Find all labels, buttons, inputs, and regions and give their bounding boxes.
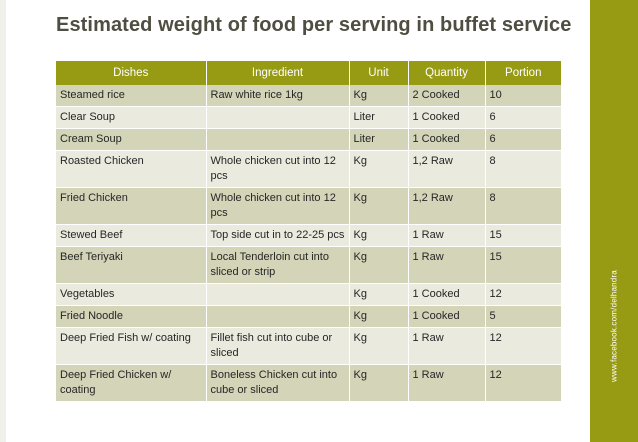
- header-quantity: Quantity: [408, 61, 486, 85]
- cell-portion: 5: [485, 305, 561, 328]
- cell-ingredient: [206, 106, 350, 129]
- cell-quantity: 1,2 Raw: [408, 150, 486, 188]
- table-row: Clear Soup Liter 1 Cooked 6: [56, 106, 561, 129]
- cell-dish: Deep Fried Fish w/ coating: [56, 327, 207, 365]
- table-row: Stewed Beef Top side cut in to 22-25 pcs…: [56, 224, 561, 247]
- cell-quantity: 1 Raw: [408, 224, 486, 247]
- table-row: Vegetables Kg 1 Cooked 12: [56, 283, 561, 306]
- cell-ingredient: Local Tenderloin cut into sliced or stri…: [206, 246, 350, 284]
- cell-quantity: 1 Raw: [408, 364, 486, 402]
- cell-dish: Fried Noodle: [56, 305, 207, 328]
- cell-dish: Roasted Chicken: [56, 150, 207, 188]
- cell-portion: 12: [485, 364, 561, 402]
- cell-portion: 12: [485, 327, 561, 365]
- buffet-weight-table: Dishes Ingredient Unit Quantity Portion …: [56, 61, 561, 402]
- cell-ingredient: [206, 128, 350, 151]
- sidebar-url-text: www.facebook.com/delhandra: [609, 270, 619, 382]
- cell-portion: 12: [485, 283, 561, 306]
- cell-dish: Beef Teriyaki: [56, 246, 207, 284]
- cell-ingredient: Raw white rice 1kg: [206, 85, 350, 107]
- cell-quantity: 1 Cooked: [408, 305, 486, 328]
- table-row: Deep Fried Chicken w/ coating Boneless C…: [56, 364, 561, 402]
- cell-ingredient: Whole chicken cut into 12 pcs: [206, 150, 350, 188]
- cell-dish: Stewed Beef: [56, 224, 207, 247]
- sidebar-text-container: www.facebook.com/delhandra: [590, 0, 638, 442]
- header-dishes: Dishes: [56, 61, 207, 85]
- cell-quantity: 1 Cooked: [408, 283, 486, 306]
- cell-quantity: 1 Raw: [408, 246, 486, 284]
- cell-unit: Kg: [349, 187, 409, 225]
- header-unit: Unit: [349, 61, 409, 85]
- cell-dish: Deep Fried Chicken w/ coating: [56, 364, 207, 402]
- cell-unit: Kg: [349, 150, 409, 188]
- table-row: Fried Chicken Whole chicken cut into 12 …: [56, 187, 561, 225]
- cell-ingredient: Fillet fish cut into cube or sliced: [206, 327, 350, 365]
- cell-portion: 8: [485, 150, 561, 188]
- cell-unit: Kg: [349, 246, 409, 284]
- cell-unit: Kg: [349, 283, 409, 306]
- cell-dish: Clear Soup: [56, 106, 207, 129]
- right-sidebar-band: [590, 0, 638, 442]
- cell-quantity: 1 Cooked: [408, 128, 486, 151]
- cell-unit: Kg: [349, 364, 409, 402]
- table-row: Fried Noodle Kg 1 Cooked 5: [56, 305, 561, 328]
- table-row: Roasted Chicken Whole chicken cut into 1…: [56, 150, 561, 188]
- cell-unit: Liter: [349, 106, 409, 129]
- cell-portion: 6: [485, 106, 561, 129]
- cell-quantity: 1 Cooked: [408, 106, 486, 129]
- header-ingredient: Ingredient: [206, 61, 350, 85]
- cell-dish: Vegetables: [56, 283, 207, 306]
- cell-ingredient: Top side cut in to 22-25 pcs: [206, 224, 350, 247]
- cell-ingredient: Boneless Chicken cut into cube or sliced: [206, 364, 350, 402]
- cell-portion: 8: [485, 187, 561, 225]
- table-row: Steamed rice Raw white rice 1kg Kg 2 Coo…: [56, 85, 561, 107]
- cell-ingredient: Whole chicken cut into 12 pcs: [206, 187, 350, 225]
- cell-portion: 15: [485, 224, 561, 247]
- cell-unit: Kg: [349, 305, 409, 328]
- cell-quantity: 2 Cooked: [408, 85, 486, 107]
- cell-dish: Steamed rice: [56, 85, 207, 107]
- cell-ingredient: [206, 305, 350, 328]
- cell-unit: Kg: [349, 85, 409, 107]
- cell-unit: Kg: [349, 327, 409, 365]
- page-title: Estimated weight of food per serving in …: [56, 14, 572, 36]
- cell-unit: Kg: [349, 224, 409, 247]
- cell-portion: 15: [485, 246, 561, 284]
- cell-quantity: 1,2 Raw: [408, 187, 486, 225]
- cell-dish: Fried Chicken: [56, 187, 207, 225]
- left-edge-strip: [0, 0, 6, 442]
- cell-portion: 6: [485, 128, 561, 151]
- cell-dish: Cream Soup: [56, 128, 207, 151]
- cell-portion: 10: [485, 85, 561, 107]
- table-row: Cream Soup Liter 1 Cooked 6: [56, 128, 561, 151]
- cell-unit: Liter: [349, 128, 409, 151]
- table-row: Deep Fried Fish w/ coating Fillet fish c…: [56, 327, 561, 365]
- table-row: Beef Teriyaki Local Tenderloin cut into …: [56, 246, 561, 284]
- table-header-row: Dishes Ingredient Unit Quantity Portion: [56, 61, 561, 85]
- cell-quantity: 1 Raw: [408, 327, 486, 365]
- cell-ingredient: [206, 283, 350, 306]
- header-portion: Portion: [485, 61, 561, 85]
